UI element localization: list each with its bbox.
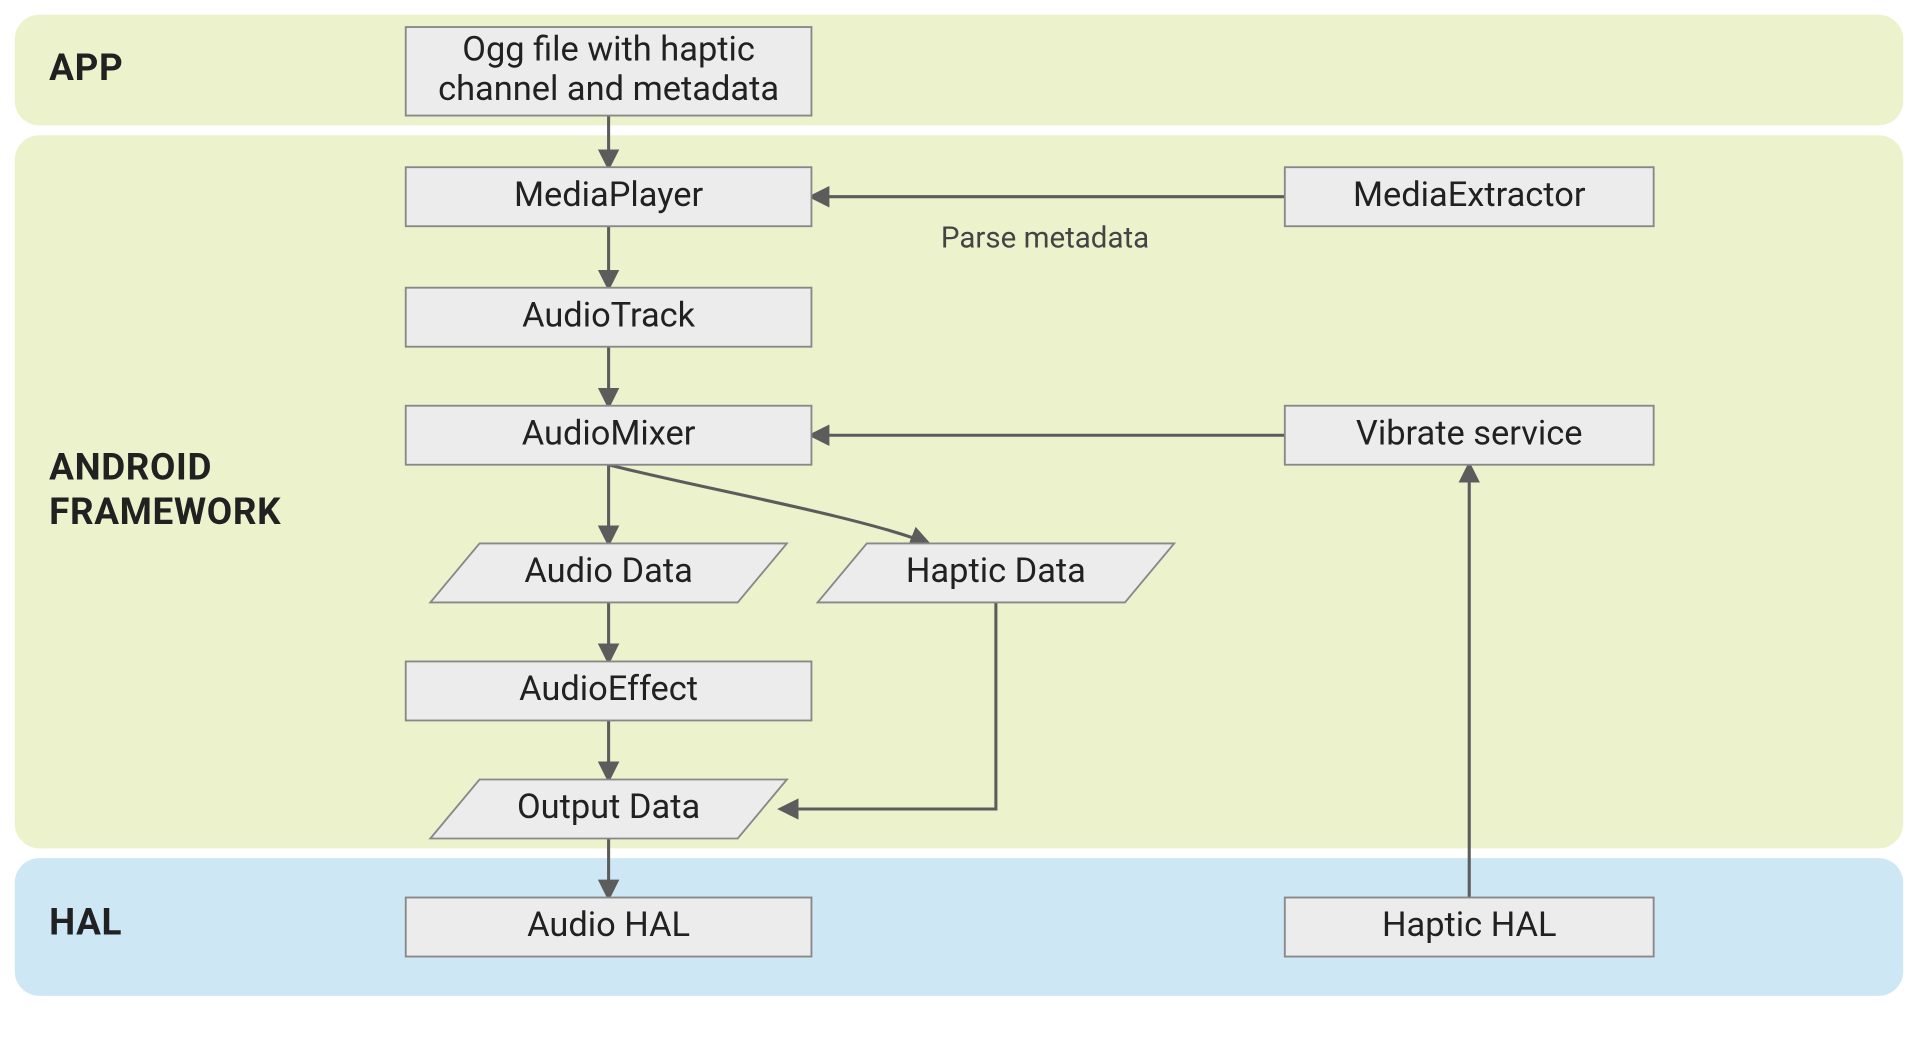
node-label-audiodata: Audio Data bbox=[524, 551, 692, 591]
band-label-app: APP bbox=[49, 47, 123, 90]
node-label-outputdata: Output Data bbox=[517, 787, 700, 827]
node-label-ogg: Ogg file with hapticchannel and metadata bbox=[438, 30, 779, 109]
diagram-container: APPANDROIDFRAMEWORKHALParse metadataOgg … bbox=[0, 0, 1918, 1060]
node-label-mediaplayer: MediaPlayer bbox=[514, 175, 704, 215]
band-label-hal: HAL bbox=[49, 901, 122, 944]
node-label-audioeffect: AudioEffect bbox=[519, 669, 698, 709]
node-label-vibrate: Vibrate service bbox=[1356, 413, 1583, 453]
node-label-audiomixer: AudioMixer bbox=[522, 413, 696, 453]
node-label-mediaextractor: MediaExtractor bbox=[1353, 175, 1586, 215]
node-label-hapticdata: Haptic Data bbox=[906, 551, 1086, 591]
edge-label-mediaextractor-to-mediaplayer: Parse metadata bbox=[941, 222, 1149, 256]
flowchart-svg: APPANDROIDFRAMEWORKHALParse metadataOgg … bbox=[0, 0, 1918, 1060]
node-label-haptichal: Haptic HAL bbox=[1382, 905, 1557, 945]
node-label-audiohal: Audio HAL bbox=[527, 905, 690, 945]
node-label-audiotrack: AudioTrack bbox=[522, 295, 696, 335]
band-app bbox=[15, 15, 1903, 126]
